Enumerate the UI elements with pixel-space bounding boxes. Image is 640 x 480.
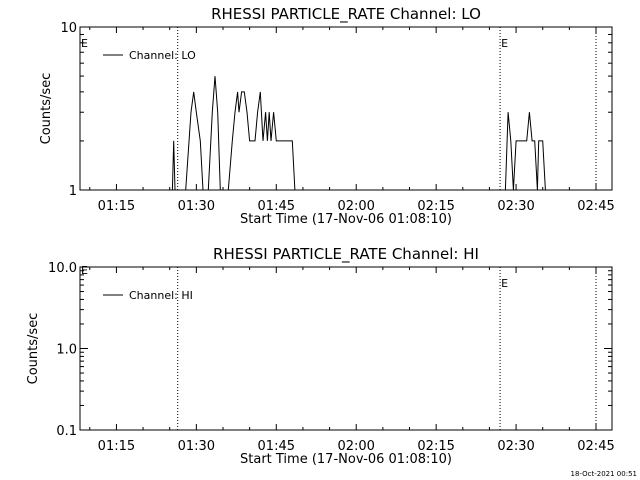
legend-label: Channel: LO xyxy=(129,49,196,62)
x-tick-label: 02:00 xyxy=(337,199,374,214)
x-tick-label: 02:15 xyxy=(417,199,454,214)
chart-title: RHESSI PARTICLE_RATE Channel: LO xyxy=(211,5,481,24)
event-label: E xyxy=(501,277,508,290)
footer-timestamp: 18-Oct-2021 00:51 xyxy=(571,470,637,478)
legend-label: Channel: HI xyxy=(129,289,193,302)
chart-title: RHESSI PARTICLE_RATE Channel: HI xyxy=(213,245,479,264)
x-tick-label: 02:30 xyxy=(497,199,534,214)
x-tick-label: 02:45 xyxy=(577,199,614,214)
series-line xyxy=(171,76,296,191)
y-tick-label: 0.1 xyxy=(56,424,77,439)
x-tick-label: 01:45 xyxy=(258,439,295,454)
y-axis-label: Counts/sec xyxy=(26,313,41,385)
x-axis-label: Start Time (17-Nov-06 01:08:10) xyxy=(240,212,452,227)
y-tick-label: 1.0 xyxy=(56,343,77,358)
y-axis-label: Counts/sec xyxy=(39,73,54,145)
chart-panel: RHESSI PARTICLE_RATE Channel: LO 01:15 01:… xyxy=(39,5,615,227)
x-tick-label: 01:30 xyxy=(178,199,215,214)
x-tick-label: 02:45 xyxy=(577,439,614,454)
event-label: E xyxy=(501,37,508,50)
chart-panel: RHESSI PARTICLE_RATE Channel: HI 01:15 01:… xyxy=(26,245,615,467)
bottom-panel-corner-label: E xyxy=(81,264,88,277)
top-panel-corner-label: E xyxy=(81,37,88,50)
series-line xyxy=(504,112,546,191)
x-tick-label: 01:15 xyxy=(98,439,135,454)
x-axis-label: Start Time (17-Nov-06 01:08:10) xyxy=(240,452,452,467)
plot-frame xyxy=(79,26,613,191)
x-tick-label: 02:30 xyxy=(497,439,534,454)
y-tick-label: 10.0 xyxy=(48,261,77,276)
y-tick-label: 10 xyxy=(60,21,77,36)
x-tick-label: 02:00 xyxy=(337,439,374,454)
x-tick-label: 01:30 xyxy=(178,439,215,454)
x-tick-label: 02:15 xyxy=(417,439,454,454)
y-tick-label: 1 xyxy=(69,184,77,199)
x-tick-label: 01:45 xyxy=(258,199,295,214)
x-tick-label: 01:15 xyxy=(98,199,135,214)
